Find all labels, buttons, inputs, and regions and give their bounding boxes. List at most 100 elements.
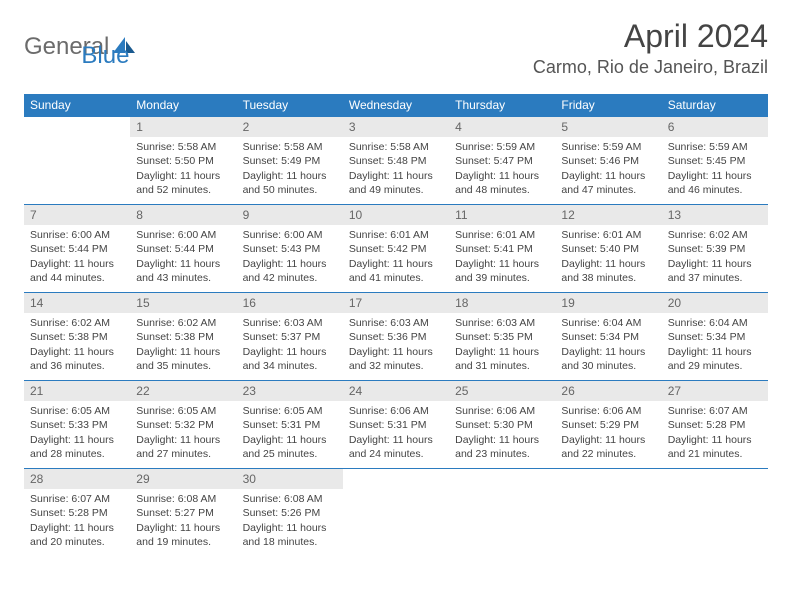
day-number: 28 — [24, 469, 130, 489]
detail-line: and 32 minutes. — [349, 359, 443, 373]
calendar-cell: 5Sunrise: 5:59 AMSunset: 5:46 PMDaylight… — [555, 117, 661, 205]
weekday-header: Wednesday — [343, 94, 449, 117]
day-number: 13 — [662, 205, 768, 225]
calendar-cell: 3Sunrise: 5:58 AMSunset: 5:48 PMDaylight… — [343, 117, 449, 205]
detail-line: Daylight: 11 hours — [668, 345, 762, 359]
day-details: Sunrise: 6:03 AMSunset: 5:36 PMDaylight:… — [343, 313, 449, 379]
day-details: Sunrise: 6:01 AMSunset: 5:40 PMDaylight:… — [555, 225, 661, 291]
detail-line: Sunrise: 6:08 AM — [136, 492, 230, 506]
day-number: 3 — [343, 117, 449, 137]
detail-line: Sunrise: 6:06 AM — [349, 404, 443, 418]
weekday-header: Friday — [555, 94, 661, 117]
day-number: 25 — [449, 381, 555, 401]
header: General Blue April 2024 Carmo, Rio de Ja… — [24, 18, 768, 78]
detail-line: and 48 minutes. — [455, 183, 549, 197]
detail-line: Daylight: 11 hours — [136, 433, 230, 447]
detail-line: and 31 minutes. — [455, 359, 549, 373]
day-number: 29 — [130, 469, 236, 489]
detail-line: Sunrise: 5:59 AM — [668, 140, 762, 154]
detail-line: Sunrise: 6:04 AM — [668, 316, 762, 330]
detail-line: Sunset: 5:33 PM — [30, 418, 124, 432]
detail-line: and 42 minutes. — [243, 271, 337, 285]
calendar-cell — [24, 117, 130, 205]
calendar-cell: 4Sunrise: 5:59 AMSunset: 5:47 PMDaylight… — [449, 117, 555, 205]
day-number: 2 — [237, 117, 343, 137]
detail-line: Daylight: 11 hours — [349, 345, 443, 359]
detail-line: Sunrise: 6:06 AM — [455, 404, 549, 418]
detail-line: Sunset: 5:46 PM — [561, 154, 655, 168]
detail-line: Sunrise: 5:59 AM — [561, 140, 655, 154]
detail-line: Sunset: 5:38 PM — [136, 330, 230, 344]
brand-part2: Blue — [81, 42, 129, 70]
day-details: Sunrise: 6:06 AMSunset: 5:29 PMDaylight:… — [555, 401, 661, 467]
detail-line: Sunset: 5:34 PM — [668, 330, 762, 344]
day-details: Sunrise: 6:06 AMSunset: 5:31 PMDaylight:… — [343, 401, 449, 467]
day-details: Sunrise: 6:02 AMSunset: 5:38 PMDaylight:… — [24, 313, 130, 379]
day-details: Sunrise: 6:03 AMSunset: 5:35 PMDaylight:… — [449, 313, 555, 379]
detail-line: Daylight: 11 hours — [243, 169, 337, 183]
detail-line: Daylight: 11 hours — [30, 433, 124, 447]
day-number: 19 — [555, 293, 661, 313]
calendar-cell: 25Sunrise: 6:06 AMSunset: 5:30 PMDayligh… — [449, 381, 555, 469]
detail-line: and 28 minutes. — [30, 447, 124, 461]
detail-line: and 47 minutes. — [561, 183, 655, 197]
detail-line: Sunrise: 6:07 AM — [668, 404, 762, 418]
day-details: Sunrise: 6:03 AMSunset: 5:37 PMDaylight:… — [237, 313, 343, 379]
detail-line: and 38 minutes. — [561, 271, 655, 285]
detail-line: Sunrise: 6:02 AM — [136, 316, 230, 330]
detail-line: and 22 minutes. — [561, 447, 655, 461]
detail-line: and 21 minutes. — [668, 447, 762, 461]
calendar-cell: 15Sunrise: 6:02 AMSunset: 5:38 PMDayligh… — [130, 293, 236, 381]
day-number: 7 — [24, 205, 130, 225]
day-details: Sunrise: 6:06 AMSunset: 5:30 PMDaylight:… — [449, 401, 555, 467]
detail-line: Sunrise: 5:58 AM — [349, 140, 443, 154]
calendar-cell — [449, 469, 555, 557]
detail-line: and 24 minutes. — [349, 447, 443, 461]
day-details: Sunrise: 6:02 AMSunset: 5:39 PMDaylight:… — [662, 225, 768, 291]
day-number: 30 — [237, 469, 343, 489]
detail-line: and 43 minutes. — [136, 271, 230, 285]
day-number: 14 — [24, 293, 130, 313]
calendar-cell — [343, 469, 449, 557]
calendar-cell: 2Sunrise: 5:58 AMSunset: 5:49 PMDaylight… — [237, 117, 343, 205]
calendar-cell: 29Sunrise: 6:08 AMSunset: 5:27 PMDayligh… — [130, 469, 236, 557]
detail-line: and 30 minutes. — [561, 359, 655, 373]
detail-line: Daylight: 11 hours — [30, 257, 124, 271]
detail-line: Sunset: 5:28 PM — [30, 506, 124, 520]
day-details: Sunrise: 5:58 AMSunset: 5:48 PMDaylight:… — [343, 137, 449, 203]
detail-line: Sunset: 5:34 PM — [561, 330, 655, 344]
detail-line: Sunrise: 6:00 AM — [136, 228, 230, 242]
detail-line: Sunset: 5:39 PM — [668, 242, 762, 256]
calendar-cell: 26Sunrise: 6:06 AMSunset: 5:29 PMDayligh… — [555, 381, 661, 469]
detail-line: Sunset: 5:28 PM — [668, 418, 762, 432]
day-details: Sunrise: 6:07 AMSunset: 5:28 PMDaylight:… — [24, 489, 130, 555]
day-number: 1 — [130, 117, 236, 137]
day-details: Sunrise: 6:00 AMSunset: 5:44 PMDaylight:… — [130, 225, 236, 291]
calendar-cell: 30Sunrise: 6:08 AMSunset: 5:26 PMDayligh… — [237, 469, 343, 557]
detail-line: Sunset: 5:43 PM — [243, 242, 337, 256]
detail-line: and 36 minutes. — [30, 359, 124, 373]
day-number: 21 — [24, 381, 130, 401]
detail-line: Sunset: 5:44 PM — [136, 242, 230, 256]
detail-line: Sunset: 5:37 PM — [243, 330, 337, 344]
detail-line: Sunrise: 6:01 AM — [349, 228, 443, 242]
detail-line: Daylight: 11 hours — [136, 257, 230, 271]
detail-line: Sunrise: 6:03 AM — [455, 316, 549, 330]
calendar-cell: 19Sunrise: 6:04 AMSunset: 5:34 PMDayligh… — [555, 293, 661, 381]
detail-line: Daylight: 11 hours — [243, 257, 337, 271]
day-details: Sunrise: 6:00 AMSunset: 5:44 PMDaylight:… — [24, 225, 130, 291]
calendar-cell: 7Sunrise: 6:00 AMSunset: 5:44 PMDaylight… — [24, 205, 130, 293]
location: Carmo, Rio de Janeiro, Brazil — [533, 57, 768, 78]
calendar-cell — [555, 469, 661, 557]
day-number: 10 — [343, 205, 449, 225]
calendar-cell: 12Sunrise: 6:01 AMSunset: 5:40 PMDayligh… — [555, 205, 661, 293]
detail-line: Daylight: 11 hours — [561, 169, 655, 183]
day-details: Sunrise: 6:01 AMSunset: 5:41 PMDaylight:… — [449, 225, 555, 291]
detail-line: Sunrise: 6:01 AM — [455, 228, 549, 242]
day-details: Sunrise: 6:04 AMSunset: 5:34 PMDaylight:… — [662, 313, 768, 379]
day-details: Sunrise: 6:05 AMSunset: 5:33 PMDaylight:… — [24, 401, 130, 467]
detail-line: and 35 minutes. — [136, 359, 230, 373]
detail-line: Sunset: 5:27 PM — [136, 506, 230, 520]
detail-line: Sunset: 5:47 PM — [455, 154, 549, 168]
weekday-header: Tuesday — [237, 94, 343, 117]
